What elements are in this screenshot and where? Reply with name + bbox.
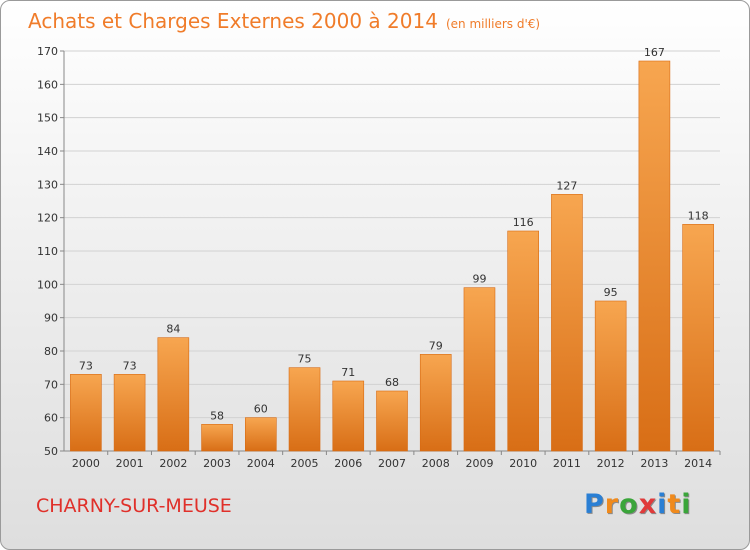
bar xyxy=(419,354,452,452)
data-label: 79 xyxy=(429,339,443,352)
y-tick-label: 120 xyxy=(37,212,58,225)
y-tick-label: 100 xyxy=(37,278,58,291)
y-tick-label: 70 xyxy=(44,378,58,391)
x-tick-label: 2014 xyxy=(684,457,712,470)
bar xyxy=(682,224,714,452)
data-label: 71 xyxy=(341,366,355,379)
logo-letter: r xyxy=(604,489,620,520)
y-tick-label: 90 xyxy=(44,312,58,325)
y-tick-label: 60 xyxy=(44,412,58,425)
bar xyxy=(113,374,146,452)
data-label: 167 xyxy=(644,46,665,59)
data-label: 73 xyxy=(123,359,137,372)
data-label: 60 xyxy=(254,403,268,416)
x-tick-label: 2001 xyxy=(116,457,144,470)
bars xyxy=(70,60,714,452)
chart-title: Achats et Charges Externes 2000 à 2014 (e… xyxy=(28,9,541,33)
data-label: 75 xyxy=(298,353,312,366)
bar xyxy=(376,390,408,452)
bar xyxy=(463,287,496,452)
y-tick-labels: 50 60 70 80 90 100 110 120 130 140 150 160 170 xyxy=(37,45,58,458)
data-label: 58 xyxy=(210,409,224,422)
y-tick-label: 150 xyxy=(37,112,58,125)
logo-letter: i xyxy=(657,489,668,520)
data-label: 68 xyxy=(385,376,399,389)
proxiti-logo: Proxiti xyxy=(584,489,692,520)
y-tick-label: 160 xyxy=(37,78,58,91)
commune-name: CHARNY-SUR-MEUSE xyxy=(36,495,232,517)
y-tick-label: 130 xyxy=(37,178,58,191)
logo-letter: t xyxy=(667,489,682,520)
x-tick-label: 2002 xyxy=(159,457,187,470)
data-labels: 73 73 84 58 60 75 71 68 79 99 116 127 95 167 118 xyxy=(79,46,709,422)
x-tick-labels: 2000 2001 2002 2003 2004 2005 2006 2007 2008 2009… xyxy=(72,457,712,470)
y-tick-label: 140 xyxy=(37,145,58,158)
x-tick-label: 2010 xyxy=(509,457,537,470)
y-tick-label: 110 xyxy=(37,245,58,258)
x-tick-label: 2008 xyxy=(422,457,450,470)
bar xyxy=(157,337,190,452)
data-label: 84 xyxy=(166,323,180,336)
data-label: 127 xyxy=(556,179,577,192)
logo-letter: o xyxy=(619,489,639,520)
chart-unit: (en milliers d'€) xyxy=(445,17,541,31)
logo-letter: i xyxy=(681,489,692,520)
x-tick-label: 2004 xyxy=(247,457,275,470)
bar xyxy=(638,60,671,452)
x-tick-label: 2003 xyxy=(203,457,231,470)
logo-letter: x xyxy=(638,489,658,520)
x-tick-label: 2006 xyxy=(334,457,362,470)
x-tick-label: 2007 xyxy=(378,457,406,470)
bar xyxy=(245,417,277,452)
data-label: 99 xyxy=(472,273,486,286)
x-tick-label: 2011 xyxy=(553,457,581,470)
data-label: 95 xyxy=(604,286,618,299)
x-tick-label: 2009 xyxy=(465,457,493,470)
data-label: 116 xyxy=(513,216,534,229)
x-tick-label: 2005 xyxy=(291,457,319,470)
y-tick-label: 170 xyxy=(37,45,58,58)
bar xyxy=(594,300,627,452)
x-tick-label: 2000 xyxy=(72,457,100,470)
bar xyxy=(288,367,321,452)
bar xyxy=(332,380,365,452)
logo-letter: P xyxy=(584,489,605,520)
data-label: 118 xyxy=(688,209,709,222)
x-tick-label: 2012 xyxy=(597,457,625,470)
bar xyxy=(551,194,583,452)
y-tick-label: 50 xyxy=(44,445,58,458)
bar xyxy=(201,424,233,452)
bar xyxy=(70,374,102,452)
bar xyxy=(507,230,540,452)
data-label: 73 xyxy=(79,359,93,372)
x-tick-label: 2013 xyxy=(640,457,668,470)
y-tick-label: 80 xyxy=(44,345,58,358)
